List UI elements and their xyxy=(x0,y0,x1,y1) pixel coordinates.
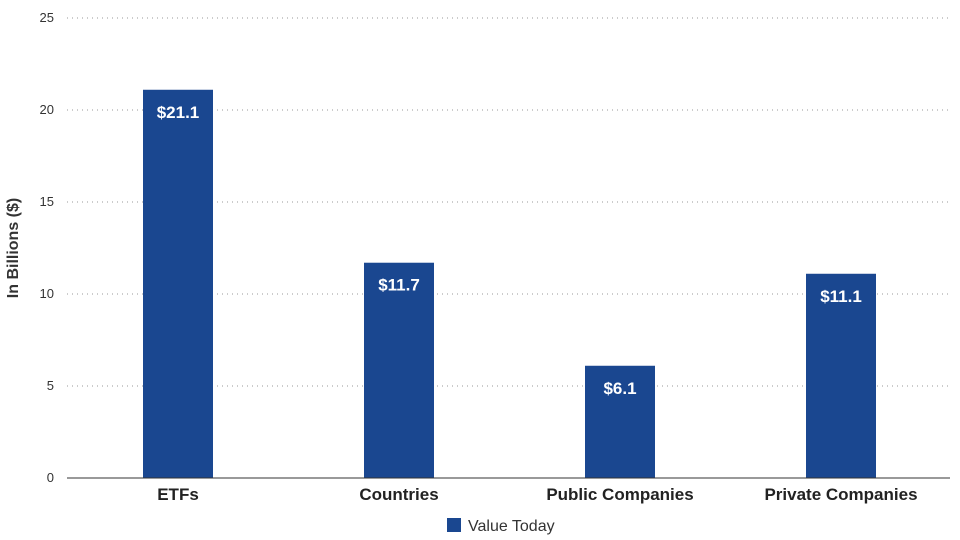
data-labels: $21.1 $11.7 $6.1 $11.1 xyxy=(157,103,862,398)
x-axis-categories: ETFs Countries Public Companies Private Com… xyxy=(157,485,917,504)
y-tick-label: 5 xyxy=(47,378,54,393)
bar-data-label: $11.7 xyxy=(378,276,420,295)
y-tick-label: 25 xyxy=(40,10,54,25)
legend-label: Value Today xyxy=(468,518,555,535)
legend: Value Today xyxy=(447,518,555,535)
y-tick-label: 0 xyxy=(47,470,54,485)
bar xyxy=(806,273,876,478)
bar-data-label: $21.1 xyxy=(157,103,200,122)
y-axis-ticks: 0 5 10 15 20 25 xyxy=(40,10,54,485)
bar-data-label: $11.1 xyxy=(820,287,862,306)
bar xyxy=(143,89,213,478)
y-tick-label: 15 xyxy=(40,194,54,209)
legend-swatch xyxy=(447,518,461,532)
bars xyxy=(143,89,876,478)
y-tick-label: 20 xyxy=(40,102,54,117)
bar xyxy=(364,262,434,478)
grid-lines xyxy=(67,17,950,387)
x-category-label: Countries xyxy=(359,485,438,504)
bar xyxy=(585,365,655,478)
x-category-label: ETFs xyxy=(157,485,199,504)
x-category-label: Private Companies xyxy=(764,485,917,504)
y-tick-label: 10 xyxy=(40,286,54,301)
x-category-label: Public Companies xyxy=(546,485,693,504)
y-axis-title: In Billions ($) xyxy=(5,198,22,298)
bar-data-label: $6.1 xyxy=(603,379,636,398)
